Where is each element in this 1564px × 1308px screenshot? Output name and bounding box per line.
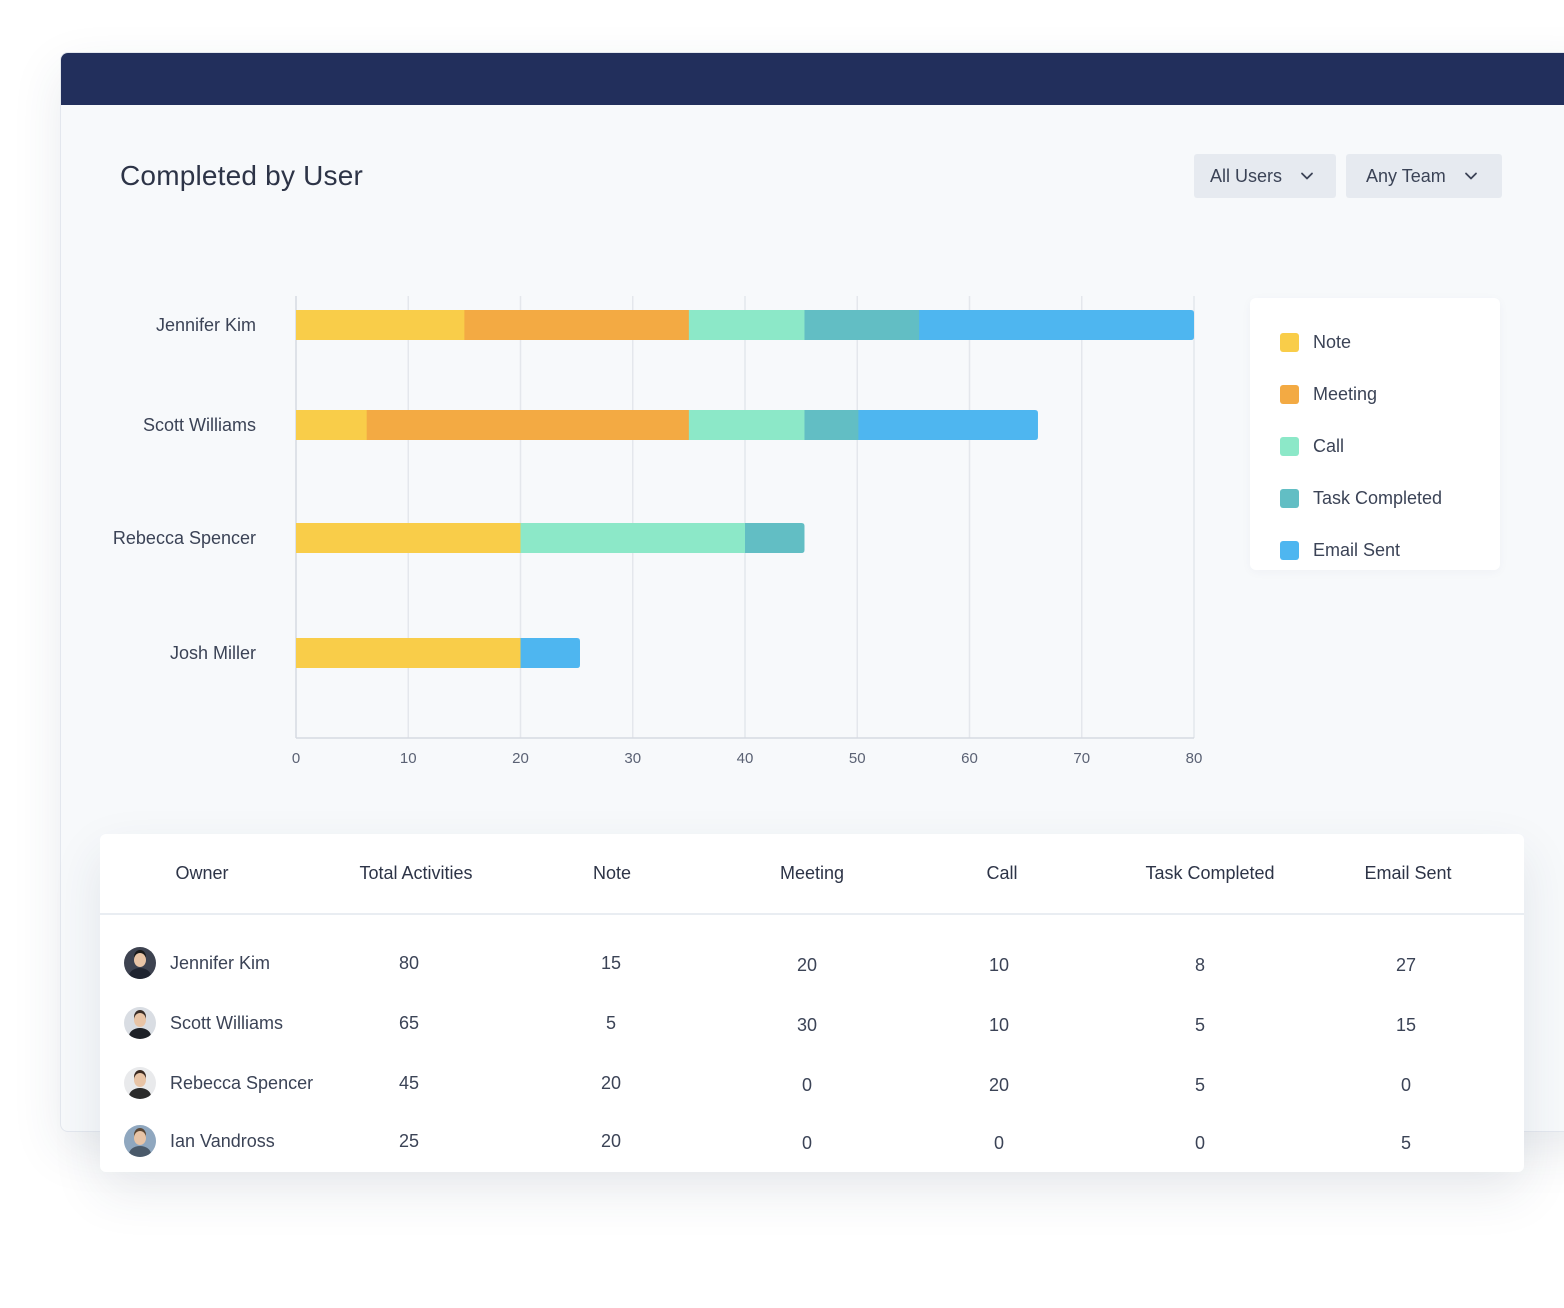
cell-call: 20 xyxy=(988,1075,1010,1095)
cell-email: 5 xyxy=(1400,1133,1412,1153)
legend-label: Call xyxy=(1313,435,1345,456)
column-header[interactable]: Owner xyxy=(175,863,229,883)
avatar xyxy=(124,1007,156,1039)
cell-task: 8 xyxy=(1194,955,1206,975)
legend-label: Task Completed xyxy=(1313,487,1443,508)
avatar xyxy=(124,947,156,979)
legend-swatch xyxy=(1280,332,1299,352)
column-header[interactable]: Task Completed xyxy=(1145,863,1275,883)
legend-item: Call xyxy=(1280,420,1500,472)
table-row[interactable]: Ian Vandross 25 20 0 0 0 5 xyxy=(100,1113,1524,1172)
cell-note: 20 xyxy=(600,1073,622,1093)
cell-total: 45 xyxy=(398,1073,420,1093)
cell-total: 65 xyxy=(398,1013,420,1033)
page-title: Completed by User xyxy=(120,160,364,191)
cell-meeting: 0 xyxy=(801,1075,813,1095)
cell-email: 27 xyxy=(1395,955,1417,975)
cell-note: 20 xyxy=(600,1131,622,1151)
legend-item: Task Completed xyxy=(1280,472,1500,524)
cell-call: 0 xyxy=(993,1133,1005,1153)
team-filter-dropdown[interactable]: Any Team xyxy=(1346,154,1502,198)
owner-name: Scott Williams xyxy=(170,1012,284,1033)
owner-cell: Jennifer Kim xyxy=(124,947,270,979)
cell-call: 10 xyxy=(988,955,1010,975)
cell-meeting: 0 xyxy=(801,1133,813,1153)
legend-swatch xyxy=(1280,488,1299,508)
team-filter-label: Any Team xyxy=(1366,165,1446,186)
legend-item: Meeting xyxy=(1280,368,1500,420)
owner-name: Ian Vandross xyxy=(170,1130,275,1151)
legend-swatch xyxy=(1280,384,1299,404)
cell-task: 0 xyxy=(1194,1133,1206,1153)
legend-swatch xyxy=(1280,436,1299,456)
avatar xyxy=(124,1067,156,1099)
owner-name: Jennifer Kim xyxy=(170,952,271,973)
column-header[interactable]: Meeting xyxy=(779,863,845,883)
legend-label: Meeting xyxy=(1313,383,1378,404)
cell-total: 25 xyxy=(398,1131,420,1151)
column-header[interactable]: Call xyxy=(986,863,1018,883)
chevron-down-icon xyxy=(1301,172,1313,180)
column-header[interactable]: Note xyxy=(592,863,632,883)
cell-meeting: 20 xyxy=(796,955,818,975)
table-header: Owner Total Activities Note Meeting Call Task… xyxy=(100,834,1524,915)
cell-call: 10 xyxy=(988,1015,1010,1035)
chart-legend: Note Meeting Call Task Completed Email Sent xyxy=(1250,298,1500,570)
column-header[interactable]: Email Sent xyxy=(1364,863,1452,883)
titlebar xyxy=(61,53,1564,105)
owner-cell: Scott Williams xyxy=(124,1007,283,1039)
table-row[interactable]: Rebecca Spencer 45 20 0 20 5 0 xyxy=(100,1055,1524,1115)
cell-note: 5 xyxy=(605,1013,617,1033)
legend-label: Email Sent xyxy=(1313,539,1401,560)
table-row[interactable]: Jennifer Kim 80 15 20 10 8 27 xyxy=(100,935,1524,995)
legend-item: Email Sent xyxy=(1280,524,1500,576)
chevron-down-icon xyxy=(1464,172,1477,180)
cell-email: 0 xyxy=(1400,1075,1412,1095)
legend-swatch xyxy=(1280,540,1299,560)
cell-total: 80 xyxy=(398,953,420,973)
cell-task: 5 xyxy=(1194,1075,1206,1095)
activity-table: Owner Total Activities Note Meeting Call Task… xyxy=(100,834,1524,1172)
owner-cell: Ian Vandross xyxy=(124,1125,275,1157)
owner-name: Rebecca Spencer xyxy=(170,1072,314,1093)
cell-email: 15 xyxy=(1395,1015,1417,1035)
cell-note: 15 xyxy=(600,953,622,973)
column-header[interactable]: Total Activities xyxy=(359,863,473,883)
legend-label: Note xyxy=(1313,331,1352,352)
legend-item: Note xyxy=(1280,316,1500,368)
owner-cell: Rebecca Spencer xyxy=(124,1067,313,1099)
avatar xyxy=(124,1125,156,1157)
users-filter-label: All Users xyxy=(1210,165,1283,186)
cell-task: 5 xyxy=(1194,1015,1206,1035)
cell-meeting: 30 xyxy=(796,1015,818,1035)
table-row[interactable]: Scott Williams 65 5 30 10 5 15 xyxy=(100,995,1524,1055)
users-filter-dropdown[interactable]: All Users xyxy=(1194,154,1336,198)
